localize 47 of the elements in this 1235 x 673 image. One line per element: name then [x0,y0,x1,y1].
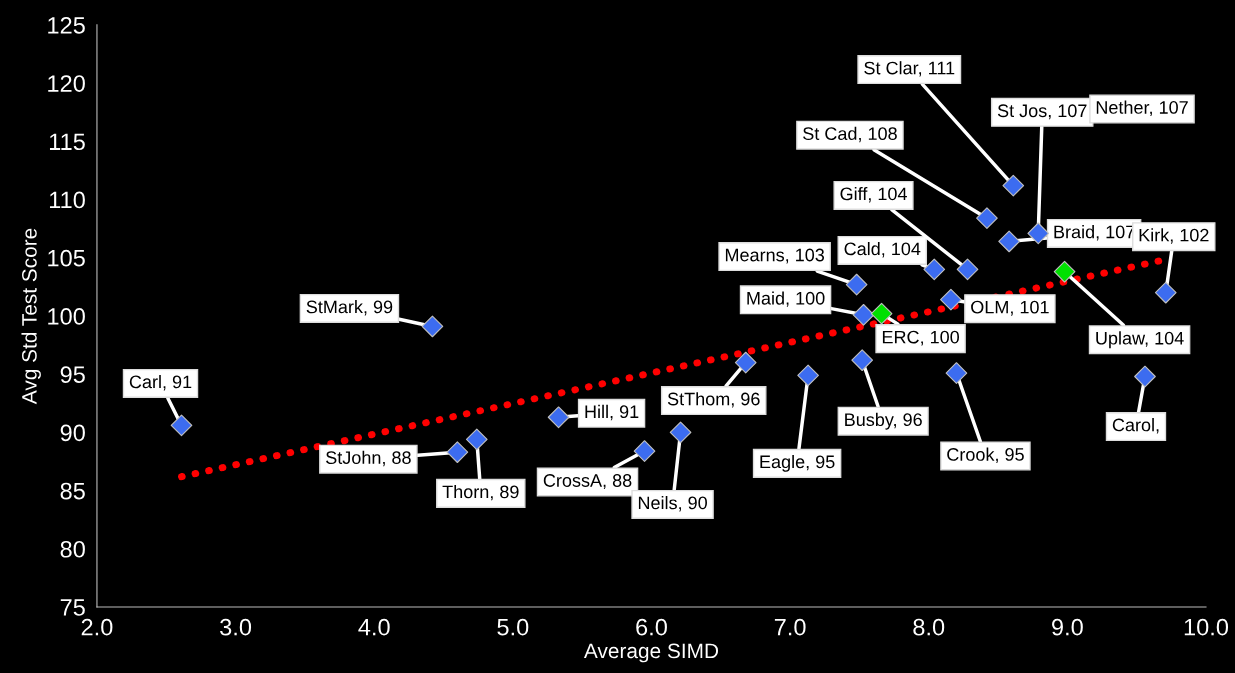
annotation: StThom, 96 [667,392,760,408]
x-tick-label: 6.0 [636,618,667,636]
x-tick-label: 5.0 [497,618,529,636]
x-tick-label: 9.0 [1052,618,1083,636]
annotation: Kirk, 102 [1139,228,1209,244]
x-tick-label: 10.0 [1184,618,1229,636]
y-tick-label: 100 [48,308,85,325]
annotation: ERC, 100 [882,330,960,346]
x-tick-label: 3.0 [220,618,252,636]
annotation: Carl, 91 [129,375,192,391]
x-tick-label: 4.0 [358,618,390,636]
x-tick-label: 2.0 [81,618,113,636]
annotation: Braid, 107 [1054,225,1135,241]
annotation: Nether, 107 [1096,100,1188,116]
annotation: OLM, 101 [971,300,1049,316]
annotation: Hill, 91 [585,404,639,421]
annotation: StMark, 99 [306,300,393,316]
annotation: St Clar, 111 [864,61,955,77]
y-tick-label: 85 [60,482,85,500]
annotation: Eagle, 95 [760,454,835,472]
y-tick-label: 75 [60,599,85,616]
annotation: Carol, [1112,418,1159,434]
y-tick-label: 105 [48,249,85,267]
annotation: Neils, 90 [638,495,707,512]
annotation: Uplaw, 104 [1096,331,1184,349]
annotation: Maid, 100 [747,291,825,307]
annotation: Mearns, 103 [725,248,825,264]
x-tick-label: 7.0 [774,618,806,636]
annotation: CrossA, 88 [543,474,632,490]
annotation: Thorn, 89 [442,484,519,501]
annotation: St Jos, 107 [997,104,1087,120]
x-tick-label: 8.0 [913,618,945,636]
annotation: St Cad, 108 [803,126,897,143]
annotation: Cald, 104 [844,241,921,258]
x-axis-title: Average SIMD [583,643,719,663]
y-tick-label: 80 [60,540,85,558]
y-tick-label: 125 [48,16,85,34]
annotation: Giff, 104 [840,186,907,203]
y-axis-title: Avg Std Test Score [21,228,41,405]
y-tick-label: 120 [48,75,85,92]
y-tick-label: 115 [49,133,85,151]
y-tick-label: 110 [49,191,85,209]
annotation: Crook, 95 [947,447,1024,463]
annotation: Busby, 96 [845,412,922,430]
y-tick-label: 90 [60,424,85,442]
y-tick-label: 95 [60,366,85,383]
annotation: StJohn, 88 [326,450,411,467]
